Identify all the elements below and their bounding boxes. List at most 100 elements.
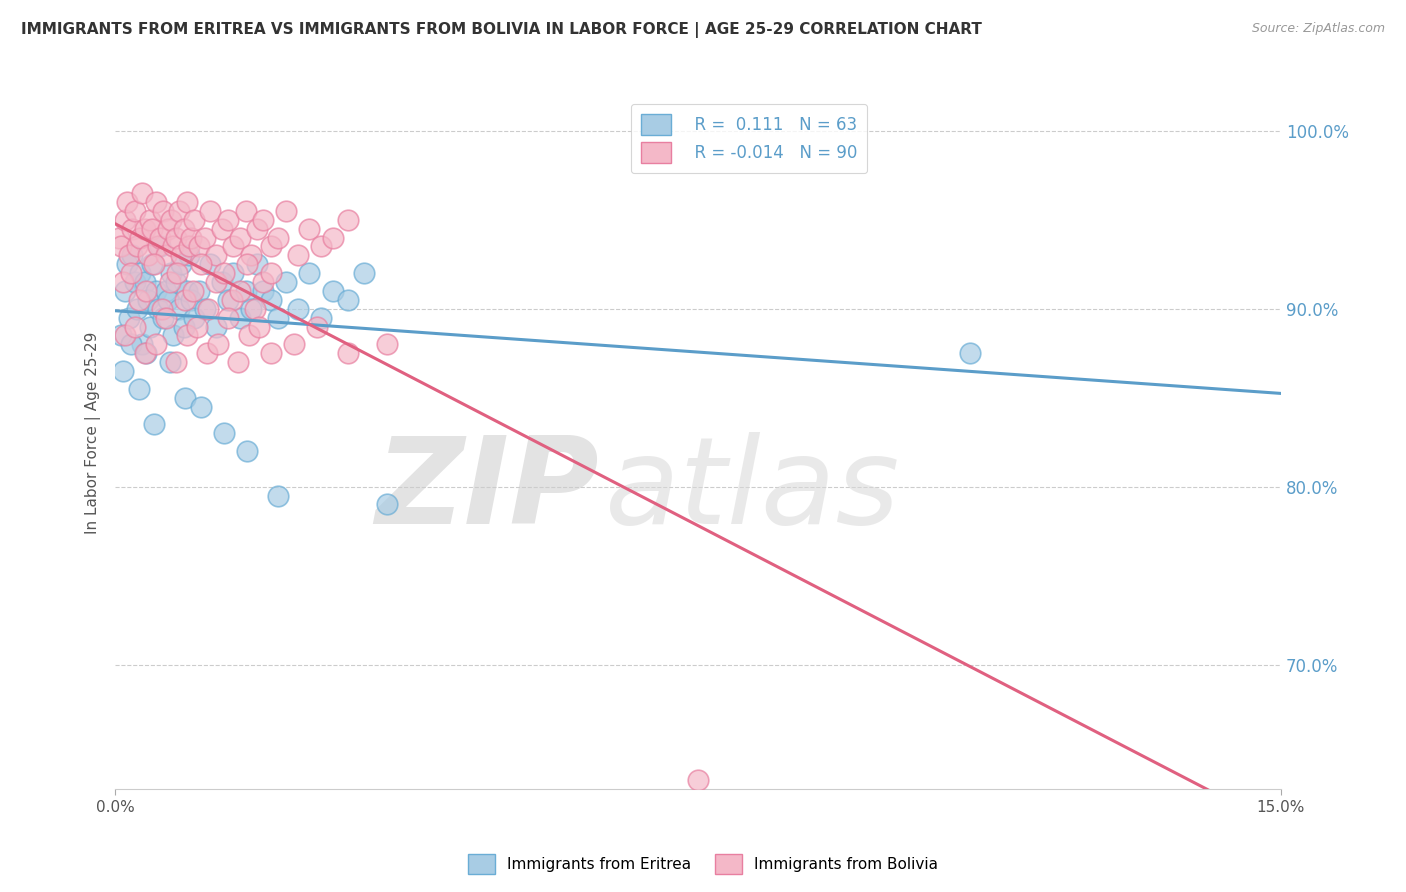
Point [124, 275, 146, 289]
Point [212, 266, 235, 280]
Point [108, 230, 131, 244]
Text: ZIP: ZIP [375, 432, 599, 549]
Point [235, 284, 257, 298]
Point [353, 266, 375, 280]
Point [155, 248, 177, 262]
Point [221, 293, 243, 307]
Point [125, 239, 148, 253]
Point [247, 319, 270, 334]
Point [149, 239, 172, 253]
Point [337, 346, 360, 360]
Point [134, 221, 156, 235]
Point [686, 773, 709, 788]
Point [252, 284, 274, 298]
Point [177, 239, 200, 253]
Point [118, 310, 141, 325]
Point [375, 337, 398, 351]
Point [238, 328, 260, 343]
Point [180, 230, 202, 244]
Point [157, 221, 180, 235]
Point [236, 444, 259, 458]
Point [145, 194, 167, 209]
Point [129, 230, 152, 244]
Point [135, 346, 157, 360]
Point [114, 284, 136, 298]
Point [183, 212, 205, 227]
Point [173, 221, 195, 235]
Y-axis label: In Labor Force | Age 25-29: In Labor Force | Age 25-29 [86, 332, 101, 534]
Point [375, 498, 398, 512]
Point [160, 266, 183, 280]
Point [143, 417, 166, 432]
Text: Source: ZipAtlas.com: Source: ZipAtlas.com [1251, 22, 1385, 36]
Point [150, 301, 173, 316]
Point [114, 212, 136, 227]
Point [173, 319, 195, 334]
Point [259, 266, 281, 280]
Point [198, 203, 221, 218]
Point [174, 293, 197, 307]
Point [197, 301, 219, 316]
Point [167, 301, 190, 316]
Point [222, 266, 245, 280]
Point [124, 319, 146, 334]
Point [240, 248, 263, 262]
Point [205, 275, 228, 289]
Point [162, 328, 184, 343]
Point [143, 257, 166, 271]
Point [128, 382, 150, 396]
Point [139, 212, 162, 227]
Point [243, 301, 266, 316]
Point [246, 221, 269, 235]
Point [287, 301, 309, 316]
Point [228, 310, 250, 325]
Point [183, 310, 205, 325]
Point [228, 284, 250, 298]
Point [167, 203, 190, 218]
Point [337, 293, 360, 307]
Point [131, 186, 153, 200]
Point [159, 355, 181, 369]
Point [160, 212, 183, 227]
Point [165, 230, 187, 244]
Point [309, 310, 332, 325]
Point [135, 284, 157, 298]
Point [149, 230, 172, 244]
Point [188, 239, 211, 253]
Point [110, 239, 132, 253]
Point [193, 230, 215, 244]
Point [145, 284, 167, 298]
Point [131, 337, 153, 351]
Point [124, 203, 146, 218]
Point [110, 328, 132, 343]
Point [236, 257, 259, 271]
Point [152, 203, 174, 218]
Point [298, 221, 321, 235]
Point [276, 275, 298, 289]
Point [146, 239, 169, 253]
Point [155, 284, 177, 298]
Point [170, 248, 193, 262]
Point [141, 257, 163, 271]
Point [259, 293, 281, 307]
Point [252, 275, 274, 289]
Point [180, 293, 202, 307]
Point [205, 248, 228, 262]
Point [959, 346, 981, 360]
Point [217, 310, 239, 325]
Point [195, 346, 218, 360]
Point [145, 337, 167, 351]
Point [211, 221, 233, 235]
Point [152, 310, 174, 325]
Point [146, 301, 169, 316]
Point [136, 293, 159, 307]
Point [322, 230, 344, 244]
Point [129, 266, 152, 280]
Point [222, 239, 245, 253]
Point [165, 275, 187, 289]
Point [211, 275, 233, 289]
Point [307, 319, 329, 334]
Point [120, 337, 142, 351]
Point [162, 239, 184, 253]
Point [259, 346, 281, 360]
